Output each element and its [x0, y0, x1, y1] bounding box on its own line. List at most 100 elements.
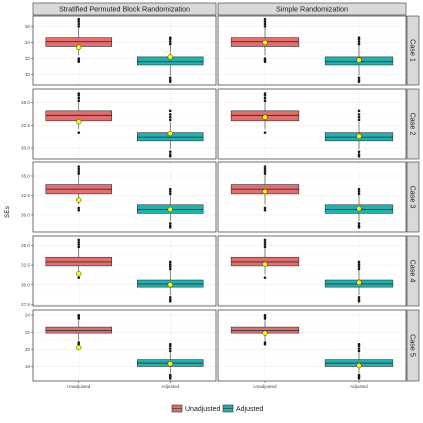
outlier-point	[263, 131, 267, 134]
panel	[32, 15, 217, 86]
mean-marker	[356, 362, 362, 369]
outlier-point	[77, 243, 81, 246]
outlier-point	[168, 377, 172, 380]
outlier-point	[263, 22, 267, 26]
outlier-point	[357, 76, 361, 80]
outlier-point	[263, 342, 267, 346]
mean-marker	[167, 206, 173, 213]
outlier-point	[357, 267, 361, 271]
outlier-point	[168, 265, 172, 268]
column-strip	[32, 2, 217, 16]
outlier-point	[357, 222, 361, 225]
y-tick-label: 27.5	[21, 302, 30, 307]
row-strip	[406, 309, 420, 382]
row-strip-label: Case 4	[409, 260, 418, 283]
mean-marker	[262, 39, 268, 46]
outlier-point	[168, 36, 172, 39]
mean-marker	[262, 188, 268, 195]
row-strip-label: Case 1	[409, 39, 418, 62]
outlier-point	[263, 99, 267, 103]
panel-border	[217, 161, 407, 233]
outlier-point	[168, 222, 172, 225]
mean-marker	[76, 44, 82, 50]
panel-background	[33, 236, 216, 306]
outlier-point	[263, 20, 267, 23]
panel-border	[217, 88, 407, 160]
legend-label-unadjusted: Unadjusted	[185, 406, 221, 413]
row-strip	[406, 161, 420, 233]
outlier-point	[77, 206, 81, 210]
outlier-point	[357, 118, 361, 122]
outlier-point	[168, 187, 172, 191]
y-tick-label: 30.0	[21, 282, 30, 287]
panel-border	[32, 88, 217, 160]
panel	[32, 161, 217, 233]
outlier-point	[168, 118, 172, 122]
y-axis-title: SEs	[4, 205, 11, 218]
outlier-point	[357, 263, 361, 266]
outlier-point	[263, 96, 267, 100]
panel	[217, 161, 407, 233]
mean-marker	[262, 261, 268, 267]
outlier-point	[263, 208, 267, 212]
panel-background	[33, 89, 216, 159]
outlier-point	[168, 109, 172, 113]
outlier-point	[357, 265, 361, 268]
outlier-point	[77, 94, 81, 97]
column-strip	[217, 2, 407, 16]
outlier-point	[168, 342, 172, 346]
outlier-point	[168, 153, 172, 156]
panel	[217, 235, 407, 307]
mean-marker	[167, 130, 173, 137]
row-strip-label: Case 3	[409, 186, 418, 209]
outlier-point	[357, 115, 361, 119]
outlier-point	[77, 276, 81, 279]
y-tick-label: 35.0	[21, 100, 30, 105]
outlier-point	[168, 115, 172, 119]
legend: Unadjusted Adjusted	[171, 404, 263, 413]
column-strip-label: Stratified Permuted Block Randomization	[59, 4, 190, 13]
outlier-point	[77, 20, 81, 23]
outlier-point	[357, 190, 361, 193]
outlier-point	[168, 263, 172, 266]
outlier-point	[168, 42, 172, 46]
y-tick-label: 35.0	[21, 243, 30, 248]
outlier-point	[168, 40, 172, 43]
y-tick-label: 32.5	[21, 193, 30, 198]
panel-background	[218, 162, 406, 232]
panel	[32, 88, 217, 160]
outlier-point	[77, 92, 81, 95]
outlier-point	[357, 109, 361, 113]
row-strip-label: Case 5	[409, 334, 418, 357]
mean-marker	[356, 206, 362, 212]
outlier-point	[263, 170, 267, 173]
x-tick-label: Unadjusted	[67, 384, 91, 389]
outlier-point	[263, 92, 267, 95]
panel-border	[217, 309, 407, 382]
outlier-point	[77, 208, 81, 212]
outlier-point	[263, 60, 267, 64]
outlier-point	[357, 80, 361, 84]
outlier-point	[357, 192, 361, 196]
outlier-point	[357, 377, 361, 380]
mean-marker	[356, 279, 362, 286]
panel-border	[32, 309, 217, 382]
mean-marker	[76, 271, 82, 277]
panel-grid: Stratified Permuted Block Randomization S…	[21, 2, 420, 389]
outlier-point	[357, 36, 361, 39]
outlier-point	[357, 42, 361, 46]
row-strip-label: Case 2	[409, 113, 418, 136]
outlier-point	[168, 347, 172, 350]
outlier-point	[357, 153, 361, 156]
panel-background	[218, 89, 406, 159]
panel-border	[32, 161, 217, 233]
outlier-point	[168, 260, 172, 264]
outlier-point	[263, 238, 267, 242]
panel-background	[33, 162, 216, 232]
mean-marker	[167, 54, 173, 60]
outlier-point	[357, 154, 361, 158]
panel-border	[32, 15, 217, 86]
mean-marker	[262, 330, 268, 336]
y-tick-label: 24	[25, 313, 31, 318]
mean-marker	[356, 133, 362, 139]
